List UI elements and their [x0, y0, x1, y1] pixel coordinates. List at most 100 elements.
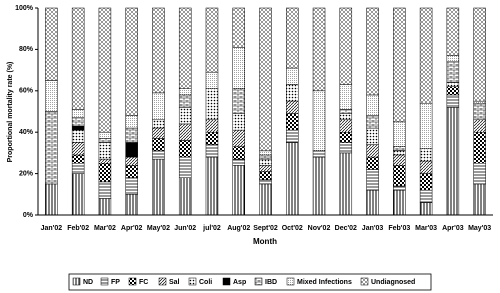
bar-segment: [125, 127, 138, 143]
bar-segment: [259, 150, 272, 156]
bar-segment: [232, 165, 245, 216]
bar-segment: [45, 183, 58, 216]
bar-segment: [419, 189, 433, 203]
legend-swatch: [286, 277, 295, 286]
bar-segment: [152, 7, 165, 94]
y-tick-label: 40%: [19, 129, 34, 136]
bar-segment: [286, 142, 299, 216]
bar-segment: [339, 7, 353, 85]
x-tick-label: Aug'02: [227, 225, 250, 232]
bar-segment: [393, 146, 406, 152]
legend-swatch: [100, 277, 109, 286]
legend-label: ND: [83, 279, 93, 286]
bar-segment: [446, 107, 460, 216]
y-tick-label: 20%: [19, 170, 34, 177]
bar-segment: [232, 88, 245, 114]
legend-label: IBD: [265, 279, 277, 286]
bar-segment: [473, 163, 486, 185]
bar-segment: [473, 131, 486, 164]
bar-segment: [178, 140, 192, 158]
bar-segment: [71, 129, 85, 143]
bar-segment: [205, 7, 219, 73]
bar-segment: [125, 156, 138, 166]
bar-segment: [286, 129, 299, 143]
bar-segment: [71, 154, 85, 164]
bar-segment: [152, 92, 165, 121]
x-tick-label: Apr'03: [442, 225, 464, 232]
bar-segment: [152, 158, 165, 216]
bar-segment: [446, 7, 460, 56]
bar-segment: [125, 142, 138, 158]
bar-segment: [178, 7, 192, 89]
bar-segment: [205, 144, 219, 158]
bar-segment: [71, 109, 85, 118]
bar-segment: [419, 148, 433, 162]
bar-segment: [366, 156, 379, 170]
bar-segment: [152, 119, 165, 129]
legend-swatch: [222, 277, 231, 286]
bar-segment: [393, 154, 406, 166]
bar-segment: [393, 185, 406, 191]
bar-segment: [205, 88, 219, 121]
bar-segment: [419, 173, 433, 191]
bar-segment: [125, 177, 138, 195]
x-tick-label: jul'02: [202, 225, 221, 232]
bar-segment: [178, 156, 192, 178]
bar-segment: [98, 131, 112, 139]
bar-segment: [98, 7, 112, 133]
legend-label: Mixed Infections: [297, 279, 352, 286]
bar-segment: [446, 82, 460, 87]
bar-segment: [125, 194, 138, 216]
bar-segment: [232, 146, 245, 160]
legend-swatch: [188, 277, 197, 286]
bar-segment: [232, 158, 245, 166]
y-axis-title: Proportional mortality rate (%): [7, 62, 14, 163]
bar-segment: [393, 150, 406, 156]
bar-segment: [286, 113, 299, 131]
bar-segment: [473, 100, 486, 104]
bar-segment: [393, 189, 406, 216]
legend-swatch: [72, 277, 81, 286]
y-tick-label: 100%: [15, 5, 34, 12]
legend-label: FP: [111, 279, 120, 286]
bar-segment: [152, 138, 165, 152]
bar-segment: [393, 165, 406, 187]
bar-segment: [71, 117, 85, 127]
bar-segment: [446, 55, 460, 63]
bar-segment: [71, 125, 85, 131]
y-tick-label: 0%: [23, 212, 34, 219]
bar-segment: [98, 138, 112, 143]
bar-segment: [339, 152, 353, 216]
bar-segment: [178, 107, 192, 125]
x-tick-label: Mar'03: [415, 225, 437, 232]
bar-segment: [339, 113, 353, 121]
legend-label: Coli: [199, 279, 212, 286]
x-tick-label: Nov'02: [308, 225, 331, 232]
bar-segment: [366, 7, 379, 96]
bar-segment: [339, 109, 353, 114]
bar-segment: [446, 86, 460, 96]
bar-segment: [366, 127, 379, 145]
bar-segment: [393, 121, 406, 147]
bar-segment: [473, 102, 486, 121]
x-tick-label: Jun'02: [174, 225, 196, 232]
bar-segment: [446, 61, 460, 83]
bar-segment: [178, 177, 192, 216]
bar-segment: [312, 156, 326, 216]
bar-segment: [339, 119, 353, 133]
legend-swatch: [254, 277, 263, 286]
bar-segment: [446, 94, 460, 108]
bar-segment: [205, 131, 219, 145]
legend-label: Sal: [169, 279, 180, 286]
bar-segment: [419, 7, 433, 104]
bar-segment: [366, 169, 379, 191]
bar-segment: [232, 113, 245, 131]
bar-segment: [259, 7, 272, 152]
bar-segment: [366, 115, 379, 129]
bar-segment: [125, 115, 138, 129]
bar-segment: [71, 7, 85, 110]
bar-segment: [312, 7, 326, 92]
bar-segment: [473, 7, 486, 102]
bar-segment: [339, 142, 353, 154]
bar-segment: [178, 88, 192, 96]
